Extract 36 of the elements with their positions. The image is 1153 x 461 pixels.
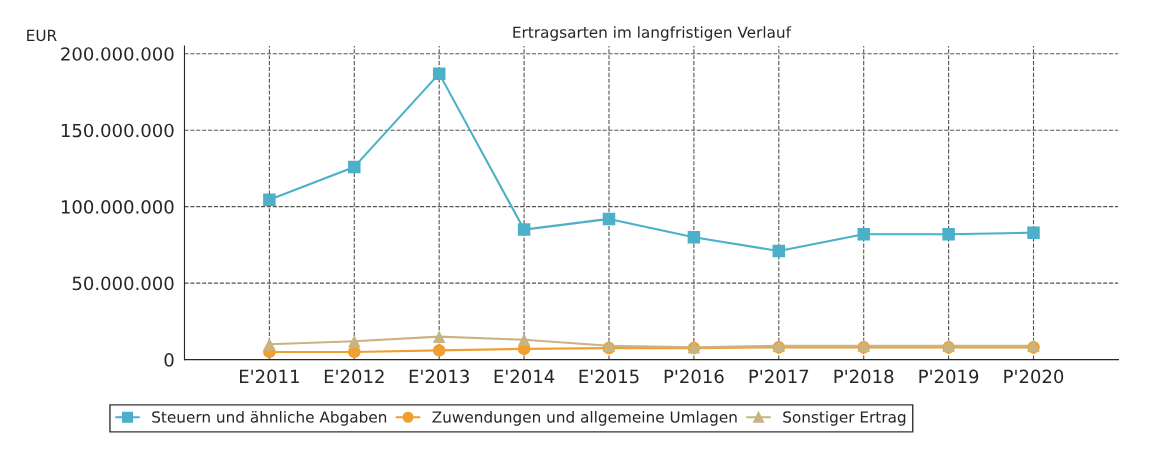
x-tick-label: E'2015 xyxy=(579,369,639,384)
x-tick-label: E'2013 xyxy=(409,369,469,384)
x-tick-label: P'2018 xyxy=(834,369,894,384)
chart-title: Ertragsarten im langfristigen Verlauf xyxy=(513,26,792,41)
x-tick-label: E'2011 xyxy=(239,369,299,384)
legend-label: Steuern und ähnliche Abgaben xyxy=(152,410,387,426)
point xyxy=(348,334,361,348)
point xyxy=(857,227,870,241)
legend-label: Zuwendungen und allgemeine Umlagen xyxy=(432,410,737,426)
y-tick-label: 50.000.000 xyxy=(72,276,174,291)
point xyxy=(942,227,955,241)
point xyxy=(602,212,616,226)
y-axis-title: EUR xyxy=(27,29,57,42)
point xyxy=(772,244,786,258)
x-tick-label: P'2020 xyxy=(1004,369,1064,384)
x-tick-label: E'2012 xyxy=(324,369,384,384)
y-tick-label: 0 xyxy=(164,353,174,367)
point xyxy=(517,333,531,346)
point xyxy=(263,193,276,207)
point xyxy=(1027,226,1040,239)
y-tick-label: 100.000.000 xyxy=(61,200,174,214)
x-tick-label: E'2014 xyxy=(494,369,555,384)
point xyxy=(432,344,446,357)
legend-label: Sonstiger Ertrag xyxy=(783,410,906,426)
point xyxy=(348,345,361,359)
y-tick-label: 150.000.000 xyxy=(61,123,174,138)
point xyxy=(432,330,446,343)
x-tick-label: P'2017 xyxy=(749,369,809,384)
y-tick-label: 200.000.000 xyxy=(61,47,174,61)
point xyxy=(687,231,701,244)
x-tick-label: P'2019 xyxy=(919,369,979,384)
point xyxy=(348,160,361,174)
point xyxy=(432,67,446,80)
point xyxy=(517,223,531,236)
x-tick-label: P'2016 xyxy=(664,369,724,384)
point xyxy=(263,338,276,351)
